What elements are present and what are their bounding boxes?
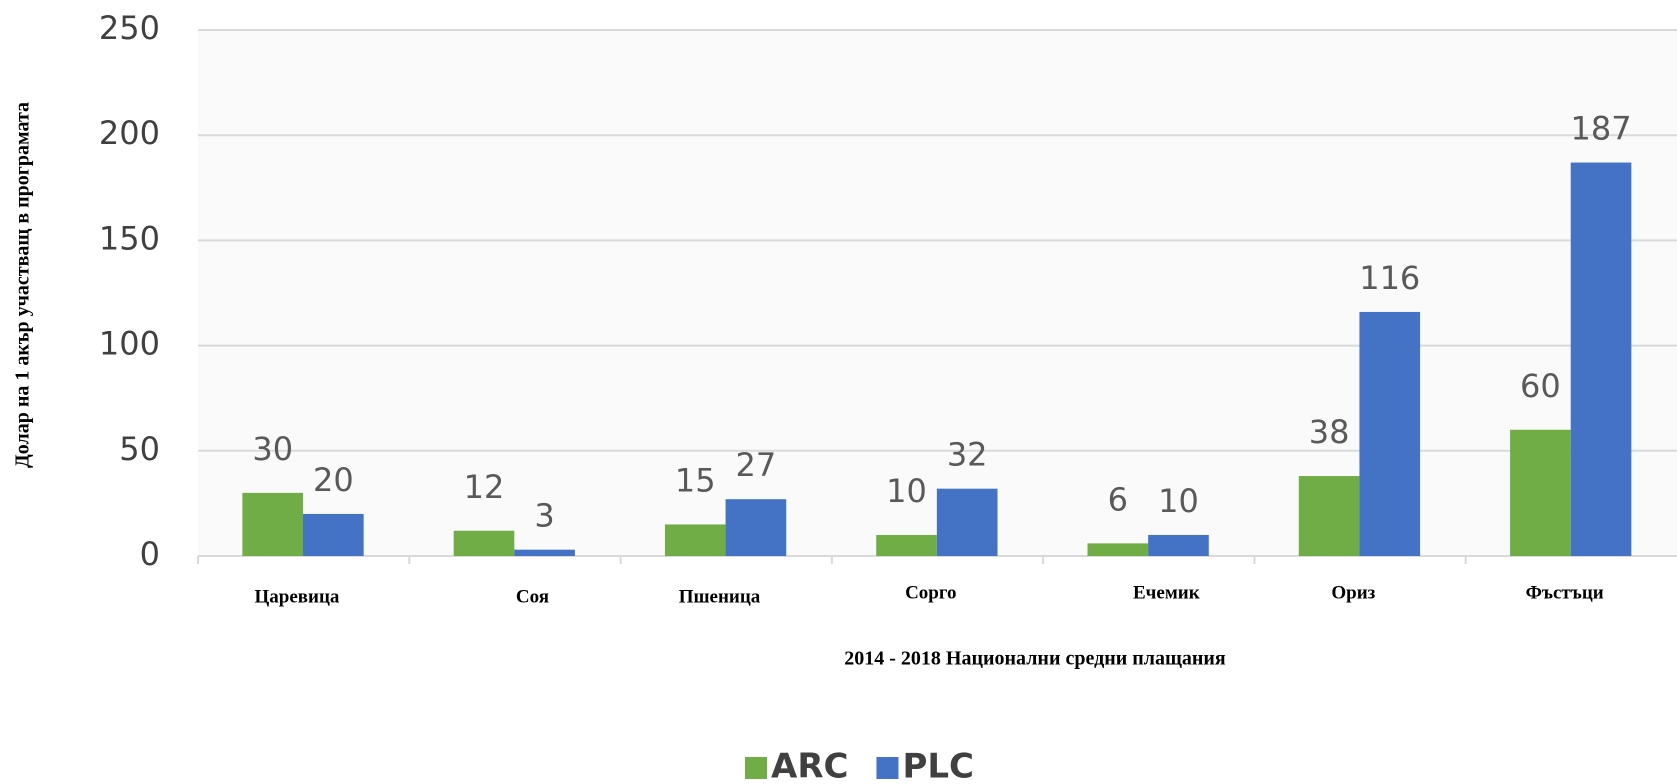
y-axis-title: Долар на 1 акър участващ в програмата [12,102,34,468]
data-label: 10 [886,472,927,510]
x-tick-label: Ориз [1331,582,1375,603]
x-tick-label: Царевица [254,586,339,607]
legend-swatch [876,757,899,779]
data-label: 20 [313,461,354,499]
bar [936,488,998,556]
data-label: 38 [1309,413,1350,451]
data-label: 15 [675,461,716,499]
legend-label: PLC [902,747,974,784]
bar [514,549,575,556]
plot-area [198,30,1677,556]
bar [725,499,787,556]
data-label: 3 [534,497,554,535]
data-label: 27 [736,446,777,484]
bar [876,534,937,556]
data-label: 116 [1359,259,1420,297]
data-label: 6 [1108,480,1128,518]
y-tick-label: 50 [119,430,160,468]
y-tick-label: 100 [99,325,160,363]
bar [453,530,515,556]
data-label: 10 [1158,482,1199,520]
x-tick-label: Сорго [905,582,956,603]
legend-swatch [745,757,767,779]
data-label: 187 [1571,110,1632,148]
x-tick-label: Ечемик [1133,582,1200,603]
y-tick-label: 0 [140,535,160,573]
data-label: 12 [464,468,505,506]
bar [1148,534,1209,556]
bar [1087,543,1149,556]
bar [303,513,364,556]
bar [664,524,726,556]
y-tick-label: 150 [99,219,160,257]
legend-label: ARC [771,747,848,784]
bar [1570,162,1632,556]
x-tick-label: Пшеница [679,586,761,607]
bar [1359,311,1421,556]
y-tick-label: 200 [99,114,160,152]
bar [1510,429,1571,556]
x-tick-label: Соя [516,586,549,607]
x-tick-label: Фъстъци [1526,582,1604,603]
y-tick-label: 250 [99,9,160,47]
bar [242,492,304,556]
data-label: 30 [252,430,293,468]
x-axis-title: 2014 - 2018 Национални средни плащания [844,648,1226,670]
data-label: 32 [947,436,988,474]
data-label: 60 [1520,367,1561,405]
bar [1298,476,1360,556]
